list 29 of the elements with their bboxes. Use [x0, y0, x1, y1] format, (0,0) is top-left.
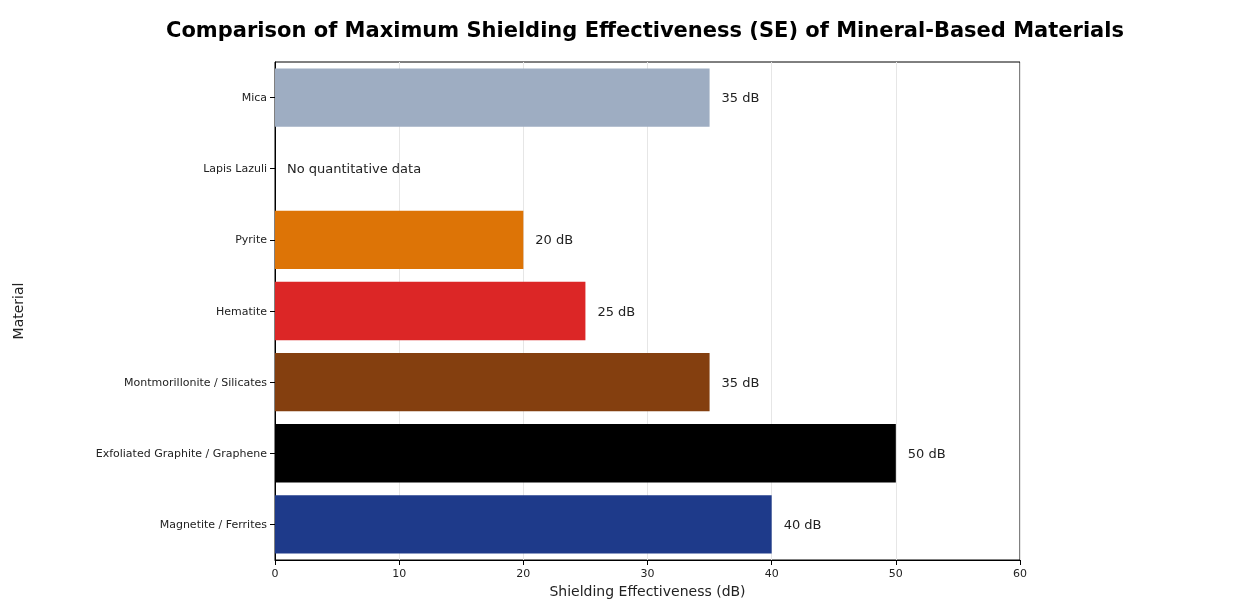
text: No quantitative data [287, 161, 422, 177]
x-tick-label: 30 [640, 567, 655, 580]
x-tick-label: 40 [764, 567, 779, 580]
data-label: 35 dB [721, 374, 760, 390]
x-tick-label: 10 [392, 567, 407, 580]
x-tick-label: 0 [271, 567, 279, 580]
x-tick-label: 50 [888, 567, 903, 580]
x-tick-label: 20 [516, 567, 531, 580]
y-tick-label: Montmorillonite / Silicates [124, 375, 268, 389]
x-tick-label: 60 [1013, 567, 1027, 580]
x-axis-title: Shielding Effectiveness (dB) [549, 582, 746, 599]
y-axis-title: Material [10, 282, 26, 340]
data-label: 20 dB [535, 232, 574, 248]
y-tick-label: Lapis Lazuli [203, 162, 267, 176]
data-label: 50 dB [907, 445, 946, 461]
bar [275, 495, 772, 554]
data-label: 40 dB [783, 516, 822, 532]
bar [275, 352, 710, 412]
bar [275, 68, 710, 127]
data-label: 25 dB [597, 303, 636, 319]
bar [275, 210, 524, 270]
bar [275, 281, 586, 341]
data-label: 35 dB [721, 90, 760, 106]
y-tick-label: Mica [241, 91, 267, 105]
y-tick-label: Pyrite [235, 233, 268, 247]
y-tick-label: Exfoliated Graphite / Graphene [95, 446, 268, 460]
chart-title: Comparison of Maximum Shielding Effectiveness (SE) of Mineral-Based Materials [166, 17, 1124, 42]
y-tick-label: Magnetite / Ferrites [159, 517, 268, 531]
y-tick-label: Hematite [216, 304, 268, 318]
